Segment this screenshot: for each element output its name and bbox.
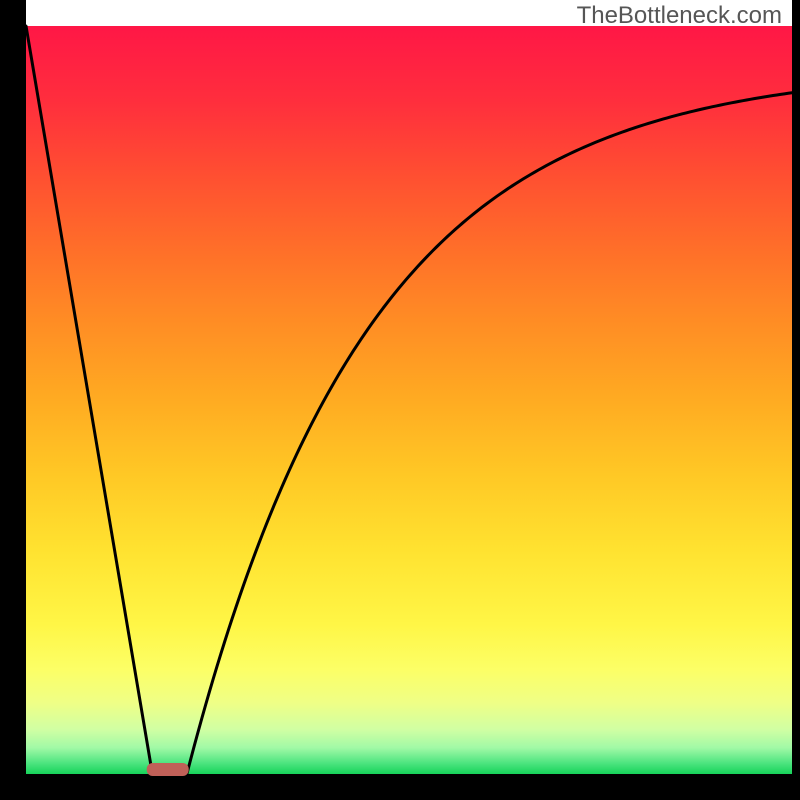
watermark-text: TheBottleneck.com [577,2,782,30]
bottleneck-chart [0,0,800,800]
plot-background [26,26,792,774]
minimum-marker [147,763,189,776]
axis-border-bottom [0,774,800,800]
chart-container: { "watermark": { "text": "TheBottleneck.… [0,0,800,800]
axis-border-left [0,0,26,800]
axis-border-right [792,0,800,800]
